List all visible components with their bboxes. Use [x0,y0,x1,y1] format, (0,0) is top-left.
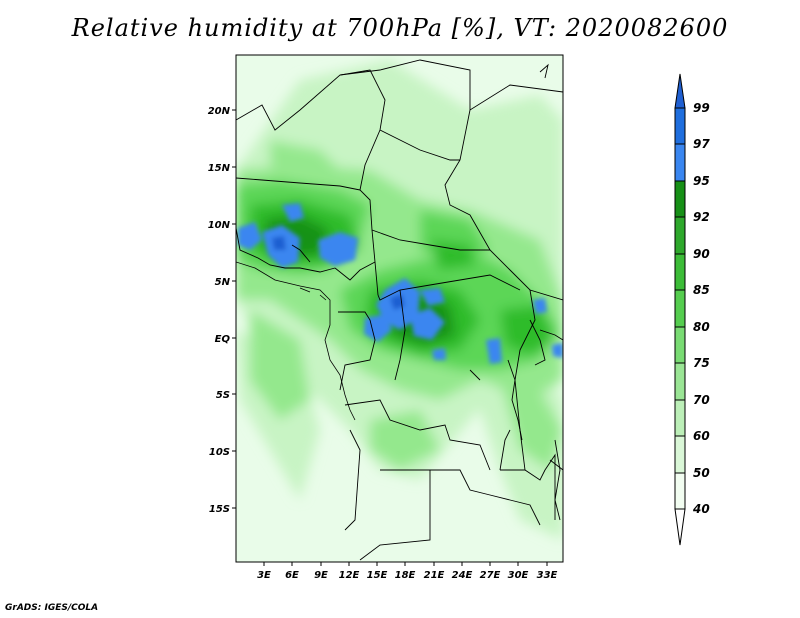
lon-ticks [263,562,548,566]
lat-label: 20N [208,106,231,117]
lon-label: 12E [339,570,360,581]
colorbar-bottom-arrow [674,508,686,546]
colorbar-bin [674,253,686,291]
lat-label: 10N [208,220,231,231]
colorbar-bin [674,107,686,145]
chart-title: Relative humidity at 700hPa [%], VT: 202… [71,14,729,42]
colorbar-label: 92 [693,210,710,224]
colorbar-label: 85 [693,283,710,297]
colorbar-label: 97 [693,137,710,151]
colorbar-label: 99 [693,101,710,115]
colorbar-label: 50 [693,466,710,480]
lat-label: EQ [215,334,231,345]
lon-label: 9E [314,570,328,581]
lon-label: 3E [257,570,271,581]
colorbar-top-arrow [674,73,686,109]
lat-label: 15N [208,163,231,174]
credit-text: GrADS: IGES/COLA [5,603,99,613]
colorbar-bin [674,216,686,255]
colorbar-label: 40 [692,502,710,516]
lon-label: 15E [367,570,388,581]
colorbar-bin [674,143,686,182]
lon-label: 27E [480,570,501,581]
country-borders [236,59,563,561]
colorbar-label: 70 [693,393,710,407]
colorbar-label: 80 [693,320,710,334]
colorbar-label: 90 [693,247,710,261]
colorbar-bin [674,362,686,401]
colorbar-bin [674,289,686,328]
lat-label: 15S [209,504,230,515]
colorbar-label: 60 [693,429,710,443]
colorbar-bin [674,472,686,510]
colorbar-bin [674,180,686,218]
lon-label: 33E [537,570,558,581]
lat-label: 5S [216,390,230,401]
lon-label: 30E [508,570,529,581]
colorbar [674,73,686,546]
lon-label: 6E [285,570,299,581]
colorbar-bin [674,326,686,364]
lon-label: 18E [395,570,416,581]
map-frame [235,54,564,563]
coastline [236,261,356,421]
lat-label: 5N [215,277,231,288]
colorbar-label: 95 [693,174,710,188]
lon-label: 24E [452,570,473,581]
lon-label: 21E [424,570,445,581]
colorbar-label: 75 [693,356,710,370]
colorbar-bin [674,399,686,437]
humidity-field [236,55,563,562]
lat-ticks [232,109,236,509]
colorbar-bin [674,435,686,474]
lat-label: 10S [209,447,230,458]
